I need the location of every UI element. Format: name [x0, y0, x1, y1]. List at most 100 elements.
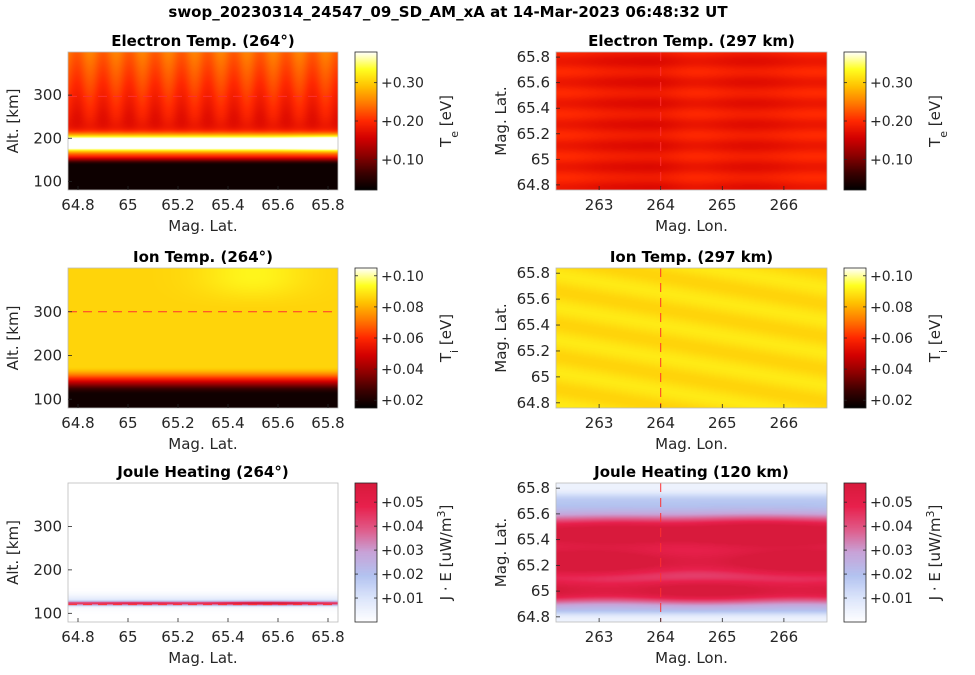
panel-5: Joule Heating (264°) 64.8 65 65.2 65.4 65.6 65…	[4, 463, 455, 667]
y-axis-label: Alt. [km]	[4, 89, 22, 154]
axes-frame	[555, 267, 828, 409]
panel-title: Ion Temp. (264°)	[133, 248, 273, 266]
colorbar	[844, 483, 866, 622]
colorbar-label: Te [eV]	[437, 95, 461, 148]
colorbar-tick-label: +0.08	[381, 300, 424, 316]
colorbar-tick-label: +0.10	[870, 152, 913, 168]
heatmap-image	[556, 52, 827, 190]
colorbar-tick-label: +0.10	[870, 269, 913, 285]
colorbar-tick-label: +0.30	[381, 76, 424, 92]
x-tick-label: 65.8	[311, 628, 344, 646]
panel-4: Ion Temp. (297 km) 263 264 265 266 64.8 65 65.2…	[492, 248, 950, 453]
y-axis-label: Mag. Lat.	[492, 86, 510, 155]
colorbar-tick-label: +0.01	[870, 591, 913, 607]
x-tick-label: 265	[708, 414, 737, 432]
y-tick-label: 64.8	[517, 394, 550, 412]
colorbar-label: Te [eV]	[926, 95, 950, 148]
x-axis-label: Mag. Lat.	[168, 435, 237, 453]
y-tick-label: 65.8	[517, 264, 550, 282]
colorbar	[355, 268, 377, 408]
x-tick-label: 266	[770, 196, 799, 214]
y-tick-label: 200	[33, 347, 62, 365]
x-axis-label: Mag. Lon.	[655, 217, 728, 235]
x-tick-label: 65	[118, 628, 137, 646]
x-tick-label: 65.6	[261, 196, 294, 214]
heatmap-image	[556, 483, 827, 622]
y-tick-label: 200	[33, 129, 62, 147]
colorbar-tick-label: +0.02	[381, 567, 424, 583]
colorbar-tick-label: +0.04	[870, 519, 913, 535]
colorbar	[355, 52, 377, 190]
x-tick-label: 65.4	[211, 196, 244, 214]
colorbar-tick-label: +0.20	[381, 114, 424, 130]
x-tick-label: 263	[585, 628, 614, 646]
colorbar-label: Ti [eV]	[437, 314, 461, 363]
colorbar	[355, 483, 377, 622]
colorbar-tick-label: +0.06	[381, 331, 424, 347]
panel-grid: Electron Temp. (264°) 64.8 65 65.2 65.4 65.6 6…	[4, 32, 950, 667]
colorbar-tick-label: +0.08	[870, 300, 913, 316]
colorbar-tick-label: +0.05	[381, 495, 424, 511]
x-tick-label: 264	[646, 196, 675, 214]
y-tick-label: 65.2	[517, 556, 550, 574]
colorbar-tick-label: +0.01	[381, 591, 424, 607]
colorbar-tick-label: +0.02	[870, 567, 913, 583]
y-axis-label: Alt. [km]	[4, 306, 22, 371]
axes-frame	[67, 267, 339, 409]
y-tick-label: 65.8	[517, 479, 550, 497]
colorbar-tick-label: +0.03	[870, 543, 913, 559]
colorbar-frame	[354, 482, 378, 623]
x-tick-label: 264	[646, 628, 675, 646]
axes-frame	[555, 51, 828, 191]
y-tick-label: 65.6	[517, 505, 550, 523]
y-tick-label: 65.8	[517, 48, 550, 66]
colorbar-tick-label: +0.10	[381, 269, 424, 285]
y-tick-label: 300	[33, 86, 62, 104]
colorbar-label: J · E [uW/m3]	[924, 505, 945, 602]
x-tick-label: 65	[118, 196, 137, 214]
x-tick-label: 265	[708, 196, 737, 214]
panel-3: Ion Temp. (264°) 64.8 65 65.2 65.4 65.6 65.8 10…	[4, 248, 461, 453]
y-axis-label: Alt. [km]	[4, 520, 22, 585]
y-tick-label: 65.4	[517, 316, 550, 334]
x-axis-label: Mag. Lat.	[168, 217, 237, 235]
y-tick-label: 65.4	[517, 531, 550, 549]
x-tick-label: 65.2	[161, 196, 194, 214]
axes-frame	[67, 482, 339, 623]
colorbar-tick-label: +0.04	[870, 362, 913, 378]
colorbar-label: Ti [eV]	[926, 314, 950, 363]
colorbar-tick-label: +0.30	[870, 76, 913, 92]
panel-2: Electron Temp. (297 km) 263 264 265 266 64.8 6…	[492, 32, 950, 235]
colorbar-label: J · E [uW/m3]	[435, 505, 456, 602]
x-tick-label: 65.8	[311, 414, 344, 432]
axes-frame	[67, 51, 339, 191]
y-tick-label: 65.6	[517, 74, 550, 92]
x-tick-label: 65.4	[211, 628, 244, 646]
y-tick-label: 300	[33, 303, 62, 321]
panel-title: Ion Temp. (297 km)	[610, 248, 773, 266]
x-tick-label: 65.8	[311, 196, 344, 214]
heatmap-image	[68, 52, 338, 190]
x-tick-label: 64.8	[61, 196, 94, 214]
x-axis-label: Mag. Lon.	[655, 649, 728, 667]
colorbar-tick-label: +0.20	[870, 114, 913, 130]
panel-title: Electron Temp. (297 km)	[588, 32, 795, 50]
heatmap-image	[556, 268, 827, 408]
colorbar-frame	[843, 482, 867, 623]
colorbar-tick-label: +0.03	[381, 543, 424, 559]
colorbar-tick-label: +0.02	[381, 393, 424, 409]
colorbar-tick-label: +0.05	[870, 495, 913, 511]
heatmap-image	[68, 268, 338, 408]
y-tick-label: 65.2	[517, 125, 550, 143]
y-axis-label: Mag. Lat.	[492, 303, 510, 372]
y-axis-label: Mag. Lat.	[492, 518, 510, 587]
x-tick-label: 65	[118, 414, 137, 432]
colorbar-tick-label: +0.10	[381, 152, 424, 168]
panel-title: Electron Temp. (264°)	[111, 32, 294, 50]
heatmap-image	[68, 483, 338, 622]
colorbar-tick-label: +0.02	[870, 393, 913, 409]
y-tick-label: 65.6	[517, 290, 550, 308]
panel-title: Joule Heating (120 km)	[593, 463, 789, 481]
x-tick-label: 263	[585, 414, 614, 432]
